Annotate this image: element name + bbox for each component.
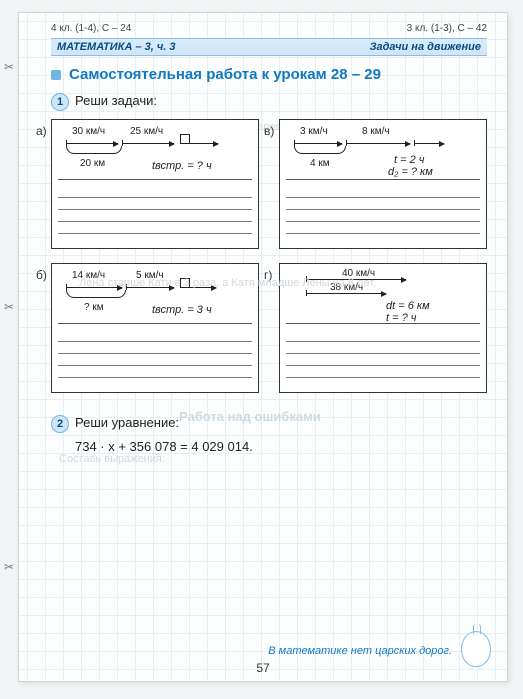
ghost-text: Составь выражения: [59, 453, 165, 465]
onion-icon [461, 631, 491, 667]
worksheet-title-row: Самостоятельная работа к урокам 28 – 29 [51, 66, 487, 83]
arrow-icon [306, 293, 386, 294]
page: 4 кл. (1-4), С – 24 3 кл. (1-3), С – 42 … [18, 12, 508, 682]
arrow-icon [346, 143, 410, 144]
cut-mark-icon: ✂ [4, 300, 14, 314]
title-bullet-icon [51, 70, 61, 80]
equation-label: tвстр. = ? ч [152, 160, 212, 172]
answer-lines [286, 186, 480, 234]
top-references: 4 кл. (1-4), С – 24 3 кл. (1-3), С – 42 [51, 23, 487, 34]
cut-mark-icon: ✂ [4, 60, 14, 74]
question-number-2: 2 [51, 415, 69, 433]
equation-label: dt = 6 км [386, 300, 430, 312]
ghost-heading: Работа над ошибками [179, 409, 321, 424]
question-number-1: 1 [51, 93, 69, 111]
diagram-v: 3 км/ч 8 км/ч 4 км t = 2 ч d₂ = ? км [286, 124, 480, 180]
speed-label: 25 км/ч [130, 126, 163, 137]
arrow-icon [122, 143, 174, 144]
panel-letter: в) [264, 124, 274, 138]
distance-label: ? км [84, 302, 104, 313]
page-number: 57 [256, 661, 269, 675]
brace-icon [294, 146, 346, 154]
task-panels: а) 30 км/ч 25 км/ч 20 км tвстр. = ? ч [51, 119, 487, 393]
ref-right: 3 кл. (1-3), С – 42 [407, 23, 487, 34]
equation-text: 734 · x + 356 078 = 4 029 014. [75, 439, 487, 454]
speed-label: 3 км/ч [300, 126, 328, 137]
line [190, 143, 218, 144]
answer-lines [58, 330, 252, 378]
ghost-text: Лена старше Кати в 3 раза, а Катя младше… [79, 277, 376, 289]
question-1-text: Реши задачи: [75, 93, 157, 108]
brace-icon [66, 146, 122, 154]
distance-label: 4 км [310, 158, 330, 169]
speed-label: 8 км/ч [362, 126, 390, 137]
diagram-a: 30 км/ч 25 км/ч 20 км tвстр. = ? ч [58, 124, 252, 180]
panel-a: а) 30 км/ч 25 км/ч 20 км tвстр. = ? ч [51, 119, 259, 249]
panel-v: в) 3 км/ч 8 км/ч 4 км t = 2 ч d₂ = ? км [279, 119, 487, 249]
arrow-icon [66, 143, 118, 144]
equation-label: d₂ = ? км [388, 166, 433, 178]
equation-label: t = ? ч [386, 312, 416, 324]
flag-icon [180, 134, 190, 144]
subject-band: МАТЕМАТИКА – 3, ч. 3 Задачи на движение [51, 38, 487, 56]
worksheet-title: Самостоятельная работа к урокам 28 – 29 [69, 66, 381, 83]
answer-lines [286, 330, 480, 378]
distance-label: 20 км [80, 158, 105, 169]
line [414, 143, 444, 144]
panel-letter: а) [36, 124, 47, 138]
question-1-row: 1 Реши задачи: [51, 93, 487, 111]
answer-lines [58, 186, 252, 234]
speed-label: 30 км/ч [72, 126, 105, 137]
question-2-text: Реши уравнение: [75, 415, 179, 430]
subject: МАТЕМАТИКА – 3, ч. 3 [57, 41, 176, 53]
arrow-icon [294, 143, 342, 144]
ref-left: 4 кл. (1-4), С – 24 [51, 23, 131, 34]
cut-mark-icon: ✂ [4, 560, 14, 574]
brace-icon [66, 290, 126, 298]
equation-label: t = 2 ч [394, 154, 424, 166]
equation-label: tвстр. = 3 ч [152, 304, 212, 316]
footer-quote: В математике нет царских дорог. [268, 645, 452, 657]
topic: Задачи на движение [369, 41, 481, 53]
panel-letter: б) [36, 268, 47, 282]
